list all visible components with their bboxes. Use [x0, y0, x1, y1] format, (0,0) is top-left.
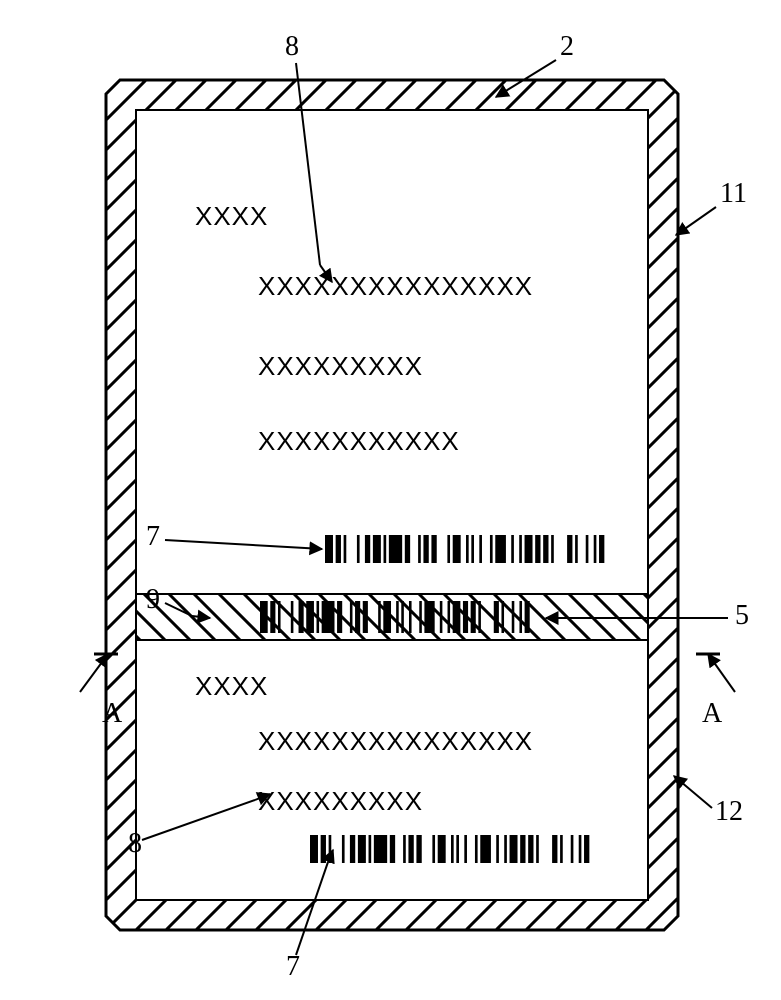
callout-5: 5: [735, 600, 749, 631]
callout-7a: 7: [146, 521, 160, 552]
text-row-lower: XXXX: [195, 671, 268, 701]
callout-11: 11: [720, 178, 747, 209]
text-row-upper: XXXXXXXXXXXXXXX: [258, 271, 533, 301]
text-row-lower: XXXXXXXXXXXXXXX: [258, 726, 533, 756]
section-mark-right: A: [702, 698, 723, 729]
callout-7b: 7: [286, 951, 300, 982]
text-row-lower: XXXXXXXXX: [258, 786, 423, 816]
section-marks: AA: [80, 654, 735, 729]
text-row-upper: XXXXXXXXXXX: [258, 426, 460, 456]
text-row-upper: XXXXXXXXX: [258, 351, 423, 381]
callout-8b: 8: [128, 828, 142, 859]
callout-9: 9: [146, 584, 160, 615]
barcode-divider: [260, 601, 530, 633]
text-row-upper: XXXX: [195, 201, 268, 231]
section-mark-left: A: [102, 698, 123, 729]
callout-8a: 8: [285, 31, 299, 62]
barcode-upper: [325, 535, 604, 563]
text-rows: XXXXXXXXXXXXXXXXXXXXXXXXXXXXXXXXXXXXXXXX…: [195, 201, 533, 816]
callout-12: 12: [715, 796, 743, 827]
callout-2: 2: [560, 31, 574, 62]
barcode-lower: [310, 835, 589, 863]
